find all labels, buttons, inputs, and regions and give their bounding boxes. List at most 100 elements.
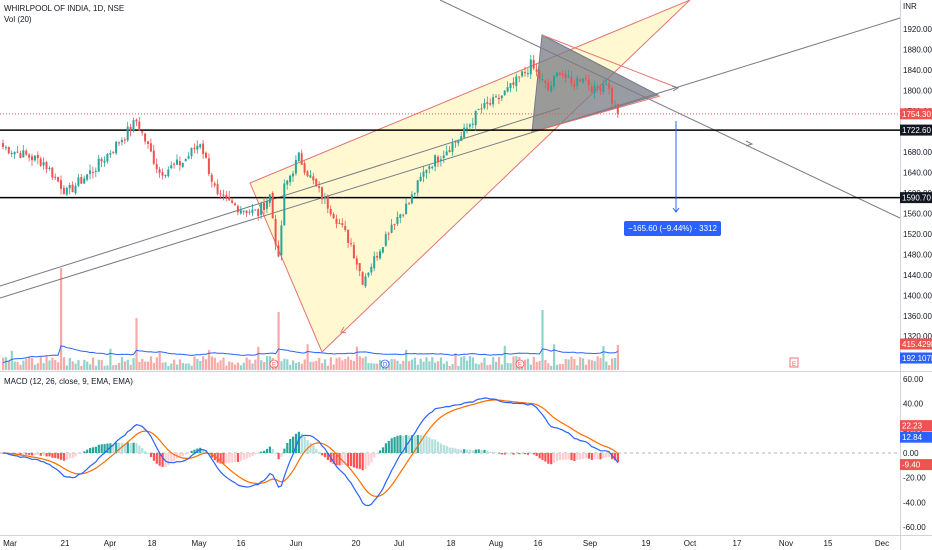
candle bbox=[86, 173, 89, 182]
volume-title[interactable]: Vol (20) bbox=[4, 15, 32, 24]
volume-bar bbox=[396, 360, 399, 370]
candle bbox=[529, 54, 532, 80]
candle bbox=[460, 131, 463, 142]
candle bbox=[173, 162, 176, 169]
candle bbox=[135, 118, 138, 126]
volume-bar bbox=[277, 312, 280, 370]
volume-bar bbox=[561, 363, 564, 370]
price-tick-label: 1680.00 bbox=[903, 148, 932, 157]
candle bbox=[570, 70, 573, 87]
candle bbox=[231, 198, 234, 204]
time-tick-label: Nov bbox=[779, 539, 793, 548]
volume-bar bbox=[158, 352, 161, 370]
arrow-head-icon bbox=[671, 85, 680, 92]
down-trend-line[interactable] bbox=[439, 0, 901, 219]
volume-bar bbox=[228, 361, 231, 370]
volume-bar bbox=[309, 361, 312, 370]
volume-bar bbox=[7, 361, 10, 370]
macd-histogram-bar bbox=[112, 443, 115, 453]
candle bbox=[605, 78, 608, 86]
macd-histogram-bar bbox=[286, 442, 289, 453]
candle bbox=[176, 154, 178, 166]
volume-bar bbox=[196, 358, 199, 370]
macd-histogram-bar bbox=[297, 431, 300, 453]
volume-bar bbox=[535, 361, 538, 370]
future-event-marker[interactable] bbox=[789, 357, 799, 368]
event-marker-icon[interactable]: D bbox=[380, 359, 390, 369]
volume-ma-line bbox=[2, 345, 619, 364]
volume-bar bbox=[89, 364, 92, 370]
volume-bar bbox=[390, 358, 393, 370]
candle bbox=[593, 80, 596, 99]
volume-bar bbox=[251, 363, 254, 370]
candle bbox=[512, 77, 515, 89]
macd-histogram-bar bbox=[463, 449, 466, 453]
svg-text:1754.30: 1754.30 bbox=[902, 110, 931, 119]
macd-histogram-bar bbox=[45, 453, 48, 457]
volume-bar bbox=[25, 358, 28, 370]
candle bbox=[506, 81, 509, 93]
candle bbox=[500, 95, 503, 102]
macd-histogram-bar bbox=[439, 443, 443, 453]
macd-histogram-bar bbox=[355, 453, 358, 469]
candle bbox=[42, 157, 45, 170]
candle bbox=[31, 153, 33, 166]
volume-bar bbox=[62, 357, 66, 370]
long-uptrend-line[interactable] bbox=[0, 17, 901, 299]
time-tick-label: 17 bbox=[733, 539, 742, 548]
macd-histogram-bar bbox=[495, 452, 498, 453]
symbol-title[interactable]: WHIRLPOOL OF INDIA, 1D, NSE bbox=[4, 4, 125, 13]
candle bbox=[161, 168, 164, 180]
volume-bar bbox=[71, 361, 74, 370]
volume-bar bbox=[260, 360, 263, 370]
candle bbox=[454, 140, 457, 148]
event-marker-icon[interactable]: E bbox=[269, 359, 279, 369]
time-axis[interactable]: Mar 21 Apr 18 May 16 Jun 20 Jul 18 Aug 16 Sep 19 Oct 17… bbox=[3, 539, 889, 548]
macd-histogram-bar bbox=[538, 453, 541, 459]
volume-bar bbox=[4, 357, 8, 370]
volume-bar bbox=[178, 359, 182, 370]
macd-histogram-bar bbox=[471, 450, 474, 453]
candle bbox=[463, 123, 466, 139]
candle bbox=[228, 190, 231, 202]
candle bbox=[376, 251, 379, 261]
candle bbox=[199, 143, 202, 150]
candle bbox=[178, 156, 181, 171]
volume-bar bbox=[2, 357, 5, 370]
macd-title[interactable]: MACD (12, 26, close, 9, EMA, EMA) bbox=[4, 377, 133, 386]
svg-text:1722.60: 1722.60 bbox=[902, 126, 931, 135]
macd-histogram-bar bbox=[390, 438, 393, 453]
volume-bar bbox=[495, 361, 498, 370]
volume-bar bbox=[31, 357, 34, 370]
volume-bar bbox=[164, 362, 167, 370]
macd-histogram-bar bbox=[381, 447, 385, 453]
candle bbox=[486, 96, 489, 110]
price-badge: 1754.30 bbox=[900, 108, 932, 120]
volume-bar bbox=[445, 361, 448, 370]
macd-histogram-bar bbox=[553, 453, 556, 463]
macd-histogram-bar bbox=[616, 453, 619, 463]
candle bbox=[509, 83, 512, 93]
price-axis[interactable]: 1920.001880.001840.001800.001760.001680.… bbox=[903, 25, 932, 341]
macd-histogram-bar bbox=[486, 450, 489, 453]
candle bbox=[361, 271, 364, 285]
candle bbox=[587, 74, 590, 91]
candle bbox=[344, 220, 347, 232]
candle bbox=[373, 251, 376, 272]
volume-bar bbox=[524, 359, 527, 370]
macd-histogram-bar bbox=[152, 453, 155, 461]
candle bbox=[248, 209, 251, 216]
candle bbox=[364, 273, 367, 289]
volume-bar bbox=[413, 357, 416, 370]
candle bbox=[289, 174, 292, 186]
volume-bar bbox=[579, 357, 582, 370]
candle bbox=[10, 150, 13, 158]
volume-bar bbox=[509, 363, 512, 370]
candle bbox=[425, 169, 428, 179]
event-marker-icon[interactable]: E bbox=[515, 359, 525, 369]
measure-label[interactable]: −165.60 (−9.44%) · 3312 bbox=[624, 221, 721, 236]
macd-histogram-bar bbox=[126, 442, 129, 453]
volume-bar bbox=[468, 356, 472, 370]
